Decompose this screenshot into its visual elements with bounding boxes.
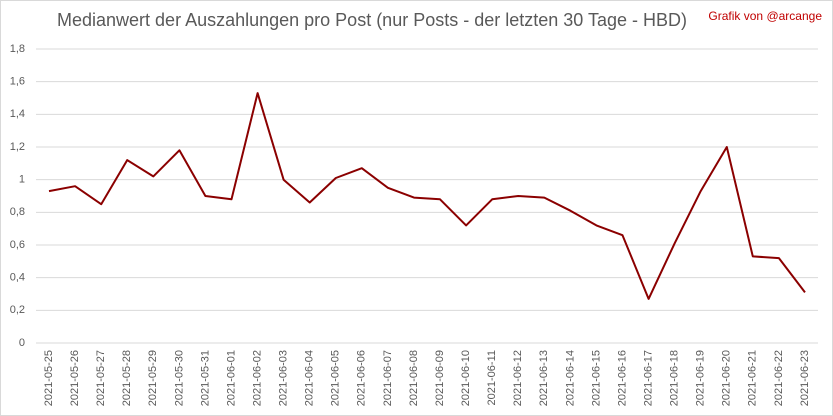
x-tick-label: 2021-06-21	[747, 350, 759, 406]
x-tick-label: 2021-06-19	[695, 350, 707, 406]
y-tick-label: 1,4	[10, 108, 25, 120]
x-tick-label: 2021-06-12	[512, 350, 524, 406]
y-tick-label: 1,6	[10, 76, 25, 88]
x-tick-label: 2021-06-22	[773, 350, 785, 406]
x-tick-label: 2021-06-05	[330, 350, 342, 406]
x-tick-label: 2021-06-01	[225, 350, 237, 406]
x-tick-label: 2021-06-23	[799, 350, 811, 406]
x-tick-label: 2021-06-15	[590, 350, 602, 406]
annotation: Grafik von @arcange	[708, 9, 822, 23]
x-tick-label: 2021-06-10	[460, 350, 472, 406]
x-tick-label: 2021-05-31	[199, 350, 211, 406]
data-line	[48, 92, 806, 300]
x-tick-label: 2021-06-06	[356, 350, 368, 406]
x-tick-label: 2021-06-13	[538, 350, 550, 406]
x-tick-label: 2021-05-27	[95, 350, 107, 406]
y-tick-label: 1	[19, 174, 25, 186]
x-tick-label: 2021-06-18	[669, 350, 681, 406]
y-tick-label: 0,8	[10, 206, 25, 218]
x-tick-label: 2021-06-16	[616, 350, 628, 406]
x-tick-label: 2021-05-25	[43, 350, 55, 406]
x-tick-label: 2021-05-28	[121, 350, 133, 406]
x-tick-label: 2021-06-03	[278, 350, 290, 406]
y-tick-label: 0,2	[10, 304, 25, 316]
x-tick-label: 2021-05-30	[173, 350, 185, 406]
x-tick-label: 2021-06-04	[304, 350, 316, 406]
x-tick-label: 2021-05-29	[147, 350, 159, 406]
y-tick-label: 1,2	[10, 141, 25, 153]
x-tick-label: 2021-06-17	[642, 350, 654, 406]
y-tick-label: 1,8	[10, 43, 25, 55]
y-tick-label: 0,4	[10, 272, 25, 284]
x-tick-label: 2021-06-11	[486, 350, 498, 405]
y-tick-label: 0,6	[10, 239, 25, 251]
x-tick-label: 2021-06-08	[408, 350, 420, 406]
chart-title: Medianwert der Auszahlungen pro Post (nu…	[57, 10, 687, 30]
y-tick-label: 0	[19, 337, 25, 349]
x-tick-label: 2021-06-02	[251, 350, 263, 406]
x-tick-label: 2021-06-20	[721, 350, 733, 406]
x-tick-label: 2021-06-14	[564, 350, 576, 406]
x-tick-label: 2021-06-07	[382, 350, 394, 406]
x-tick-label: 2021-06-09	[434, 350, 446, 406]
x-tick-label: 2021-05-26	[69, 350, 81, 406]
